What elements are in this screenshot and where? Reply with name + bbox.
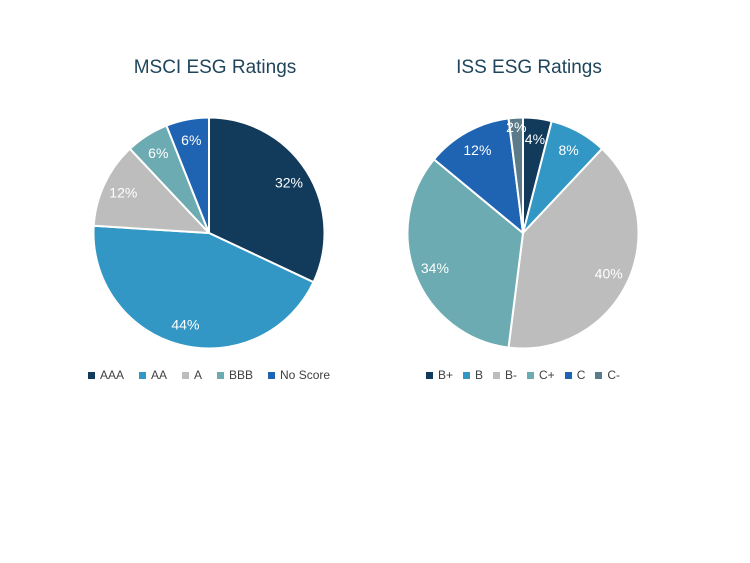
legend-item-aaa: AAA [87,368,124,382]
msci-legend: AAA AA A BBB No Score [87,368,330,382]
pie-slice-value-label: 6% [148,145,168,161]
legend-item-aa: AA [138,368,167,382]
legend-swatch-icon [462,371,470,379]
pie-slice-aa [92,224,315,350]
pie-slice-no-score [165,116,210,234]
legend-swatch-icon [138,371,146,379]
pie-slice-c [433,117,524,234]
legend-label: C- [607,368,621,382]
legend-label: C [576,368,586,382]
legend-swatch-icon [268,371,276,379]
pie-slice-value-label: 12% [109,185,137,201]
legend-item-bbb: BBB [217,368,253,382]
pie-slice-value-label: 32% [275,174,303,190]
legend-swatch-icon [564,371,572,379]
chart-title-msci: MSCI ESG Ratings [133,57,297,78]
pie-slice-a [92,147,210,234]
pie-slice-value-label: 2% [506,119,526,135]
legend-item-c+: C+ [527,368,555,382]
legend-item-c-: C- [595,368,620,382]
legend-label: No Score [280,368,331,382]
legend-swatch-icon [425,371,433,379]
pie-slice-c- [507,116,524,234]
pie-slice-b- [507,147,640,350]
legend-label: B- [505,368,517,382]
legend-swatch-icon [493,371,500,379]
legend-item-b-: B- [493,368,517,382]
legend-item-no-score: No Score [268,368,330,382]
pie-slice-c+ [406,158,524,349]
legend-label: AA [150,368,167,382]
iss-legend: B+ B B- C+ C C- [425,368,620,382]
pie-slice-value-label: 4% [525,131,545,147]
pie-graphic: 4% 8% 40% 34% 12% 2% [406,116,640,350]
legend-label: C+ [539,368,555,382]
pie-graphic: 32% 44% 12% 6% 6% [92,116,326,350]
pie-slice-value-label: 12% [463,142,491,158]
pie-slice-value-label: 44% [171,317,199,333]
legend-swatch-icon [527,371,534,379]
msci-esg-ratings-chart: MSCI ESG Ratings 32% 44% 12% 6% 6% AAA AA A BBB… [87,56,330,382]
legend-item-b: B [462,368,483,382]
legend-item-a: A [181,368,202,382]
legend-swatch-icon [595,371,603,379]
msci-pie: 32% 44% 12% 6% 6% [92,116,326,350]
legend-swatch-icon [181,371,189,379]
pie-slice-value-label: 40% [595,265,623,281]
legend-label: B [474,368,483,382]
pie-slice-value-label: 34% [421,260,449,276]
legend-label: A [193,368,202,382]
pie-slice-value-label: 6% [181,132,201,148]
legend-label: B+ [437,368,453,382]
iss-pie: 4% 8% 40% 34% 12% 2% [406,116,640,350]
iss-esg-ratings-chart: ISS ESG Ratings 4% 8% 40% 34% 12% 2% B+ B B- C+ C… [406,56,640,382]
legend-item-b+: B+ [425,368,453,382]
legend-swatch-icon [87,371,95,379]
legend-swatch-icon [217,371,224,379]
pie-slice-aaa [208,116,326,284]
legend-label: BBB [229,368,254,382]
chart-title-iss: ISS ESG Ratings [456,57,602,78]
legend-item-c: C [564,368,586,382]
pie-slice-value-label: 8% [558,142,578,158]
legend-label: AAA [99,368,124,382]
